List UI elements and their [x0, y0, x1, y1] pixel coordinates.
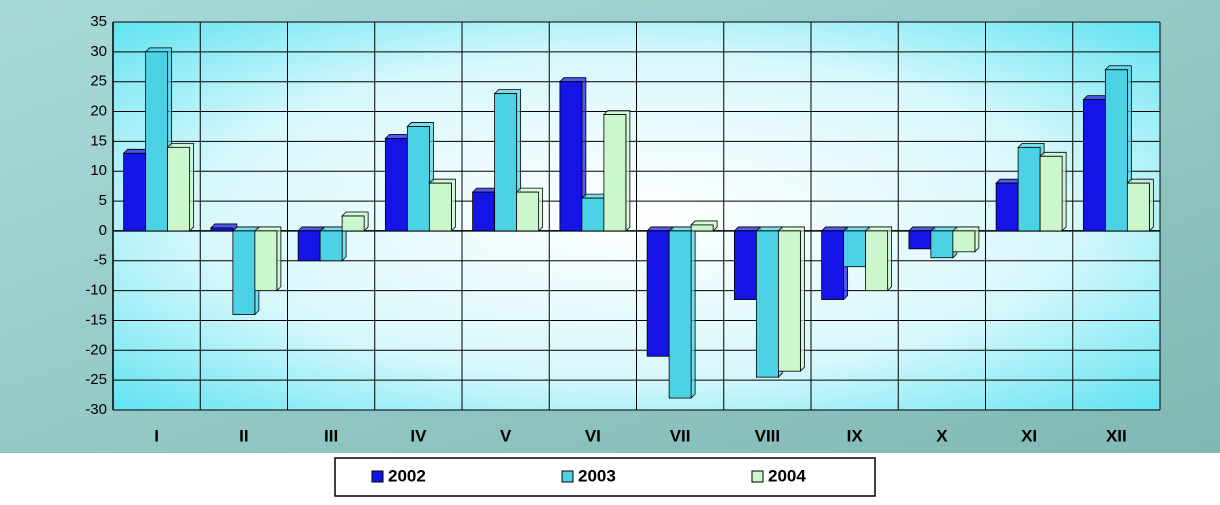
bar: [472, 191, 496, 232]
bar: [668, 230, 692, 399]
x-tick-label: V: [500, 426, 512, 445]
x-tick-label: X: [936, 426, 948, 445]
bar: [210, 227, 234, 232]
y-tick-label: 15: [90, 132, 107, 149]
x-tick-label: VIII: [755, 426, 781, 445]
bar: [254, 230, 278, 292]
bar: [319, 230, 343, 262]
bar: [297, 230, 321, 262]
legend-label: 2002: [388, 466, 426, 485]
bar: [167, 146, 191, 232]
y-tick-label: -25: [85, 371, 107, 388]
bar: [145, 51, 169, 232]
y-tick-label: -10: [85, 282, 107, 299]
y-tick-label: 30: [90, 43, 107, 60]
bar: [428, 182, 452, 232]
x-tick-label: XI: [1021, 426, 1037, 445]
legend-label: 2004: [768, 466, 806, 485]
y-tick-label: 5: [99, 192, 107, 209]
x-tick-label: IV: [410, 426, 427, 445]
bar: [494, 93, 518, 232]
bar: [733, 230, 757, 300]
x-tick-label: XII: [1106, 426, 1127, 445]
bar: [603, 114, 627, 232]
x-tick-label: III: [324, 426, 338, 445]
bar: [690, 224, 714, 232]
bar: [232, 230, 256, 315]
y-tick-label: 35: [90, 13, 107, 30]
bar: [908, 230, 932, 250]
x-tick-label: I: [154, 426, 159, 445]
x-tick-label: II: [239, 426, 248, 445]
bar: [930, 230, 954, 259]
bar: [777, 230, 801, 372]
legend: [334, 457, 876, 497]
bar: [341, 215, 365, 232]
y-tick-label: 0: [99, 222, 107, 239]
legend-swatch: [561, 470, 574, 483]
legend-label: 2003: [578, 466, 616, 485]
y-tick-label: 20: [90, 103, 107, 120]
bar: [995, 182, 1019, 232]
bar: [123, 152, 147, 232]
bar: [581, 197, 605, 232]
bar: [843, 230, 867, 268]
bar: [1082, 99, 1106, 232]
bar: [516, 191, 540, 232]
x-tick-label: VI: [585, 426, 601, 445]
y-tick-label: 25: [90, 73, 107, 90]
y-tick-label: -30: [85, 401, 107, 418]
bar: [646, 230, 670, 357]
bar: [1104, 69, 1128, 232]
y-tick-label: -15: [85, 311, 107, 328]
x-tick-label: VII: [670, 426, 691, 445]
bar: [952, 230, 976, 253]
y-tick-label: 10: [90, 162, 107, 179]
legend-swatch: [371, 470, 384, 483]
bar: [384, 137, 408, 232]
bar: [821, 230, 845, 300]
bar: [1017, 146, 1041, 232]
x-tick-label: IX: [847, 426, 864, 445]
legend-swatch: [751, 470, 764, 483]
bar: [1039, 155, 1063, 232]
y-tick-label: -5: [94, 252, 107, 269]
bar: [755, 230, 779, 378]
bar: [406, 126, 430, 232]
bar: [865, 230, 889, 292]
y-tick-label: -20: [85, 341, 107, 358]
bar: [559, 81, 583, 232]
bar: [1126, 182, 1150, 232]
